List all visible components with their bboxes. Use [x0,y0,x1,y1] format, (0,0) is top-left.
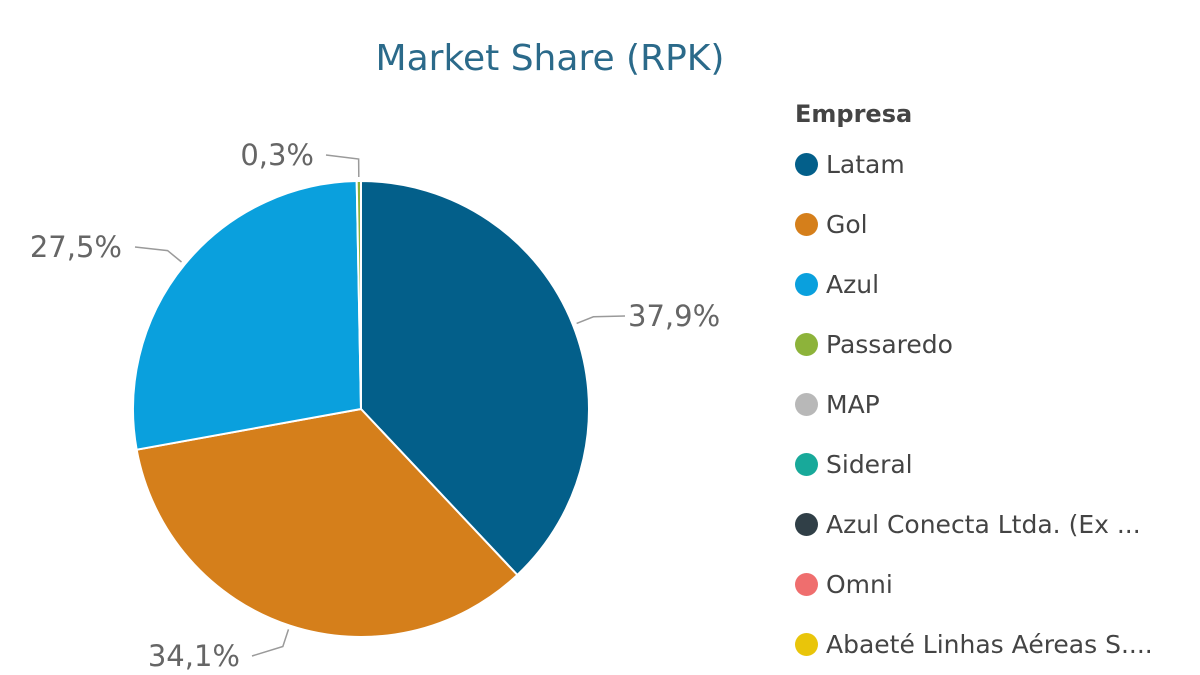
pie-data-labels: 37,9% 34,1% 27,5% 0,3% [30,138,720,673]
legend-swatch [795,332,818,356]
legend-label: Azul Conecta Ltda. (Ex ... [826,509,1141,539]
legend-item[interactable]: Sideral [795,434,1153,494]
data-label: 34,1% [148,639,240,673]
legend-label: Gol [826,209,868,239]
legend-title: Empresa [795,100,913,128]
leader-line [134,246,182,263]
legend-item[interactable]: Azul [795,254,1153,314]
legend: Empresa Latam Gol Azul Passaredo MAP Sideral A… [795,100,1153,674]
legend-item[interactable]: Gol [795,194,1153,254]
legend-item[interactable]: Abaeté Linhas Aéreas S.... [795,614,1153,674]
pie-chart: 37,9% 34,1% 27,5% 0,3% [30,138,720,673]
legend-swatch [795,152,818,176]
data-label: 27,5% [30,230,122,264]
legend-swatch [795,392,818,416]
legend-swatch [795,452,818,476]
pie-slice-gol [135,407,519,638]
legend-item[interactable]: Passaredo [795,314,1153,374]
pie-slice-passaredo [355,179,362,410]
legend-item[interactable]: Azul Conecta Ltda. (Ex ... [795,494,1153,554]
legend-label: Abaeté Linhas Aéreas S.... [826,629,1153,659]
legend-swatch [795,632,818,656]
legend-swatch [795,512,818,536]
legend-item[interactable]: Omni [795,554,1153,614]
leader-line [576,315,626,325]
pie-slice-azul [132,180,363,451]
legend-swatch [795,212,818,236]
leader-line [325,154,360,178]
legend-items: Latam Gol Azul Passaredo MAP Sideral Azul Cone… [795,134,1153,674]
legend-label: Azul [826,269,880,299]
pie-slice-latam [360,179,590,577]
chart-title: Market Share (RPK) [375,38,725,79]
legend-label: Latam [826,149,905,179]
leader-line [251,629,290,657]
legend-item[interactable]: Latam [795,134,1153,194]
legend-label: Omni [826,569,893,599]
legend-swatch [795,272,818,296]
legend-label: Passaredo [826,329,953,359]
data-label: 0,3% [240,138,314,172]
data-label: 37,9% [628,299,720,333]
legend-item[interactable]: MAP [795,374,1153,434]
legend-label: Sideral [826,449,913,479]
pie-slices [132,179,590,638]
legend-label: MAP [826,389,880,419]
legend-swatch [795,572,818,596]
